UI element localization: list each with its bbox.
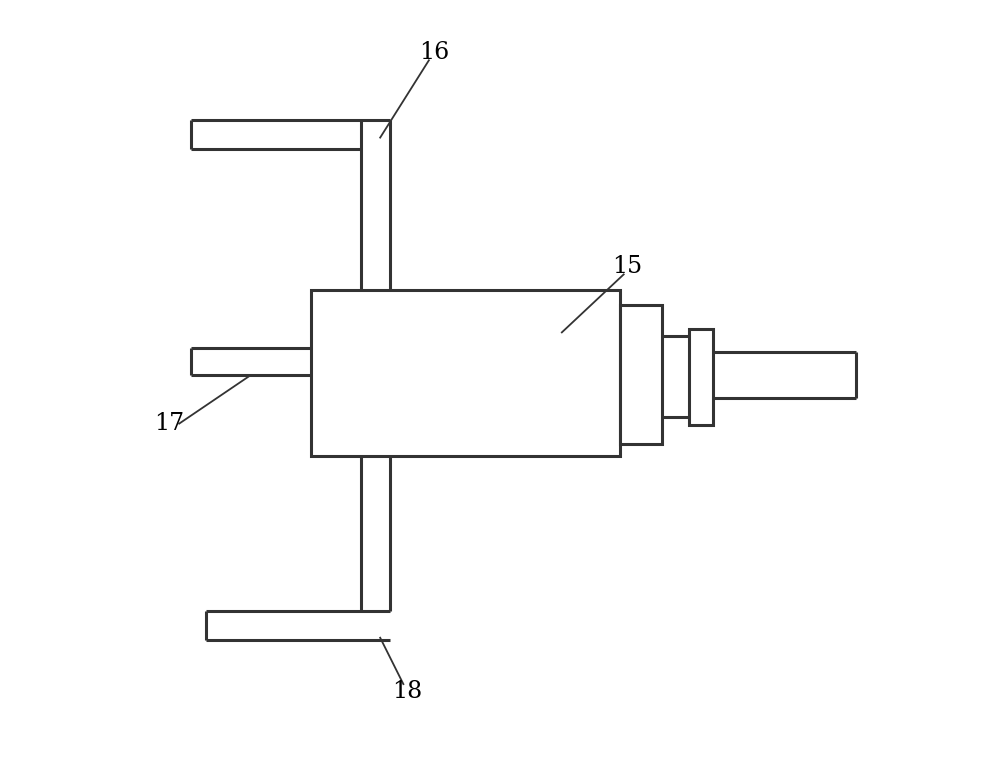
Text: 17: 17 — [154, 412, 184, 435]
Text: 15: 15 — [612, 255, 643, 278]
Bar — [689, 329, 713, 425]
Text: 18: 18 — [392, 680, 422, 703]
Text: 16: 16 — [419, 41, 449, 64]
Bar — [311, 290, 620, 456]
Bar — [620, 305, 662, 444]
